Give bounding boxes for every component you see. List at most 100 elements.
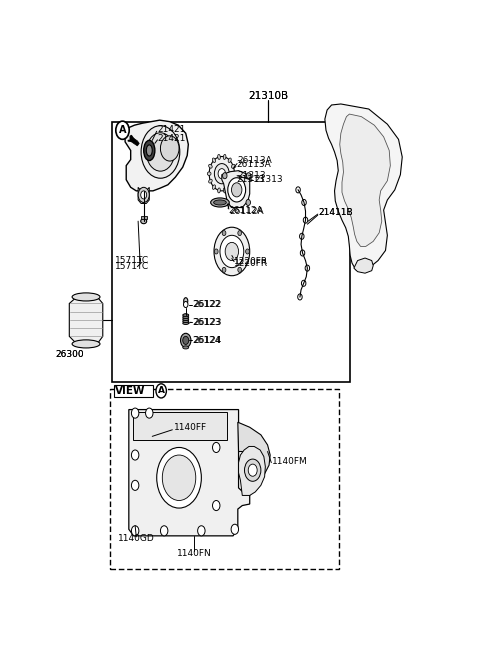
Text: 26122: 26122 [192, 300, 221, 309]
Circle shape [180, 333, 191, 348]
Text: 1140FF: 1140FF [173, 422, 206, 432]
Text: 1571TC: 1571TC [115, 262, 149, 271]
Text: 26300: 26300 [55, 350, 84, 359]
Bar [110, 390, 339, 569]
Circle shape [132, 450, 139, 460]
Circle shape [183, 302, 188, 308]
Polygon shape [340, 114, 390, 247]
Text: A: A [158, 386, 165, 396]
Text: 26112A: 26112A [228, 205, 263, 215]
Circle shape [215, 163, 229, 184]
Ellipse shape [207, 172, 211, 175]
Circle shape [141, 126, 180, 178]
Circle shape [222, 230, 226, 236]
Ellipse shape [223, 154, 226, 159]
Text: 26123: 26123 [193, 318, 222, 327]
Text: 26123: 26123 [192, 318, 221, 327]
Text: 1571TC: 1571TC [115, 256, 149, 265]
Bar [114, 385, 153, 397]
Circle shape [209, 157, 234, 191]
Ellipse shape [184, 314, 188, 316]
Text: 21313: 21313 [238, 171, 266, 180]
Circle shape [156, 384, 167, 398]
Text: 26300: 26300 [55, 350, 84, 359]
Ellipse shape [211, 198, 229, 207]
Ellipse shape [144, 140, 155, 161]
Ellipse shape [214, 200, 226, 205]
Circle shape [248, 464, 257, 476]
Circle shape [213, 501, 220, 510]
Circle shape [246, 249, 249, 254]
Ellipse shape [183, 314, 189, 316]
Polygon shape [69, 297, 103, 344]
Circle shape [223, 173, 227, 178]
Polygon shape [354, 258, 373, 273]
Bar [141, 216, 147, 219]
Text: 21310B: 21310B [248, 91, 288, 102]
Text: 21421: 21421 [157, 134, 186, 143]
Polygon shape [222, 171, 250, 207]
Ellipse shape [223, 188, 226, 193]
Circle shape [132, 525, 139, 536]
Ellipse shape [183, 318, 189, 320]
Circle shape [228, 178, 246, 202]
Text: 21313: 21313 [237, 175, 265, 184]
Ellipse shape [212, 158, 216, 163]
Text: 1220FR: 1220FR [234, 258, 268, 268]
Ellipse shape [217, 154, 220, 159]
Circle shape [132, 408, 139, 418]
Circle shape [146, 133, 175, 171]
Bar [132, 412, 228, 440]
Text: 1140GD: 1140GD [118, 534, 155, 543]
Circle shape [238, 267, 241, 272]
Circle shape [303, 217, 308, 223]
Circle shape [244, 459, 261, 482]
Text: 26113A: 26113A [237, 160, 272, 169]
Text: 26113A: 26113A [238, 156, 273, 165]
Text: 21421: 21421 [157, 125, 186, 134]
Text: VIEW: VIEW [115, 386, 145, 396]
Polygon shape [125, 120, 188, 191]
Circle shape [162, 455, 196, 501]
Circle shape [302, 199, 306, 205]
Circle shape [138, 188, 149, 203]
Circle shape [300, 250, 305, 256]
Circle shape [215, 249, 218, 254]
Circle shape [145, 408, 153, 418]
Text: 1140FM: 1140FM [272, 457, 308, 466]
Circle shape [198, 525, 205, 536]
Circle shape [183, 337, 189, 344]
Polygon shape [138, 188, 149, 203]
Circle shape [246, 173, 251, 178]
Ellipse shape [217, 188, 220, 193]
Polygon shape [239, 447, 265, 495]
Text: 1140FN: 1140FN [177, 549, 211, 558]
Circle shape [157, 447, 202, 508]
Circle shape [132, 480, 139, 491]
Text: 26122: 26122 [193, 300, 222, 309]
Ellipse shape [183, 322, 189, 325]
Circle shape [220, 236, 244, 268]
Ellipse shape [184, 298, 188, 304]
Circle shape [238, 230, 241, 236]
Circle shape [214, 227, 250, 276]
Circle shape [298, 294, 302, 300]
Text: 21313: 21313 [254, 175, 283, 184]
Ellipse shape [72, 293, 100, 301]
Polygon shape [238, 422, 270, 480]
Text: 26112A: 26112A [229, 207, 264, 216]
Circle shape [246, 199, 251, 205]
Circle shape [296, 187, 300, 193]
Text: 1220FR: 1220FR [234, 257, 268, 266]
Circle shape [225, 242, 239, 260]
Circle shape [222, 267, 226, 272]
Text: 26124: 26124 [193, 336, 222, 345]
Polygon shape [130, 136, 139, 146]
Ellipse shape [228, 158, 231, 163]
Ellipse shape [146, 145, 152, 156]
Text: 26124: 26124 [192, 336, 221, 345]
Circle shape [213, 442, 220, 453]
Ellipse shape [183, 316, 189, 318]
Circle shape [223, 199, 228, 205]
Circle shape [301, 280, 306, 286]
